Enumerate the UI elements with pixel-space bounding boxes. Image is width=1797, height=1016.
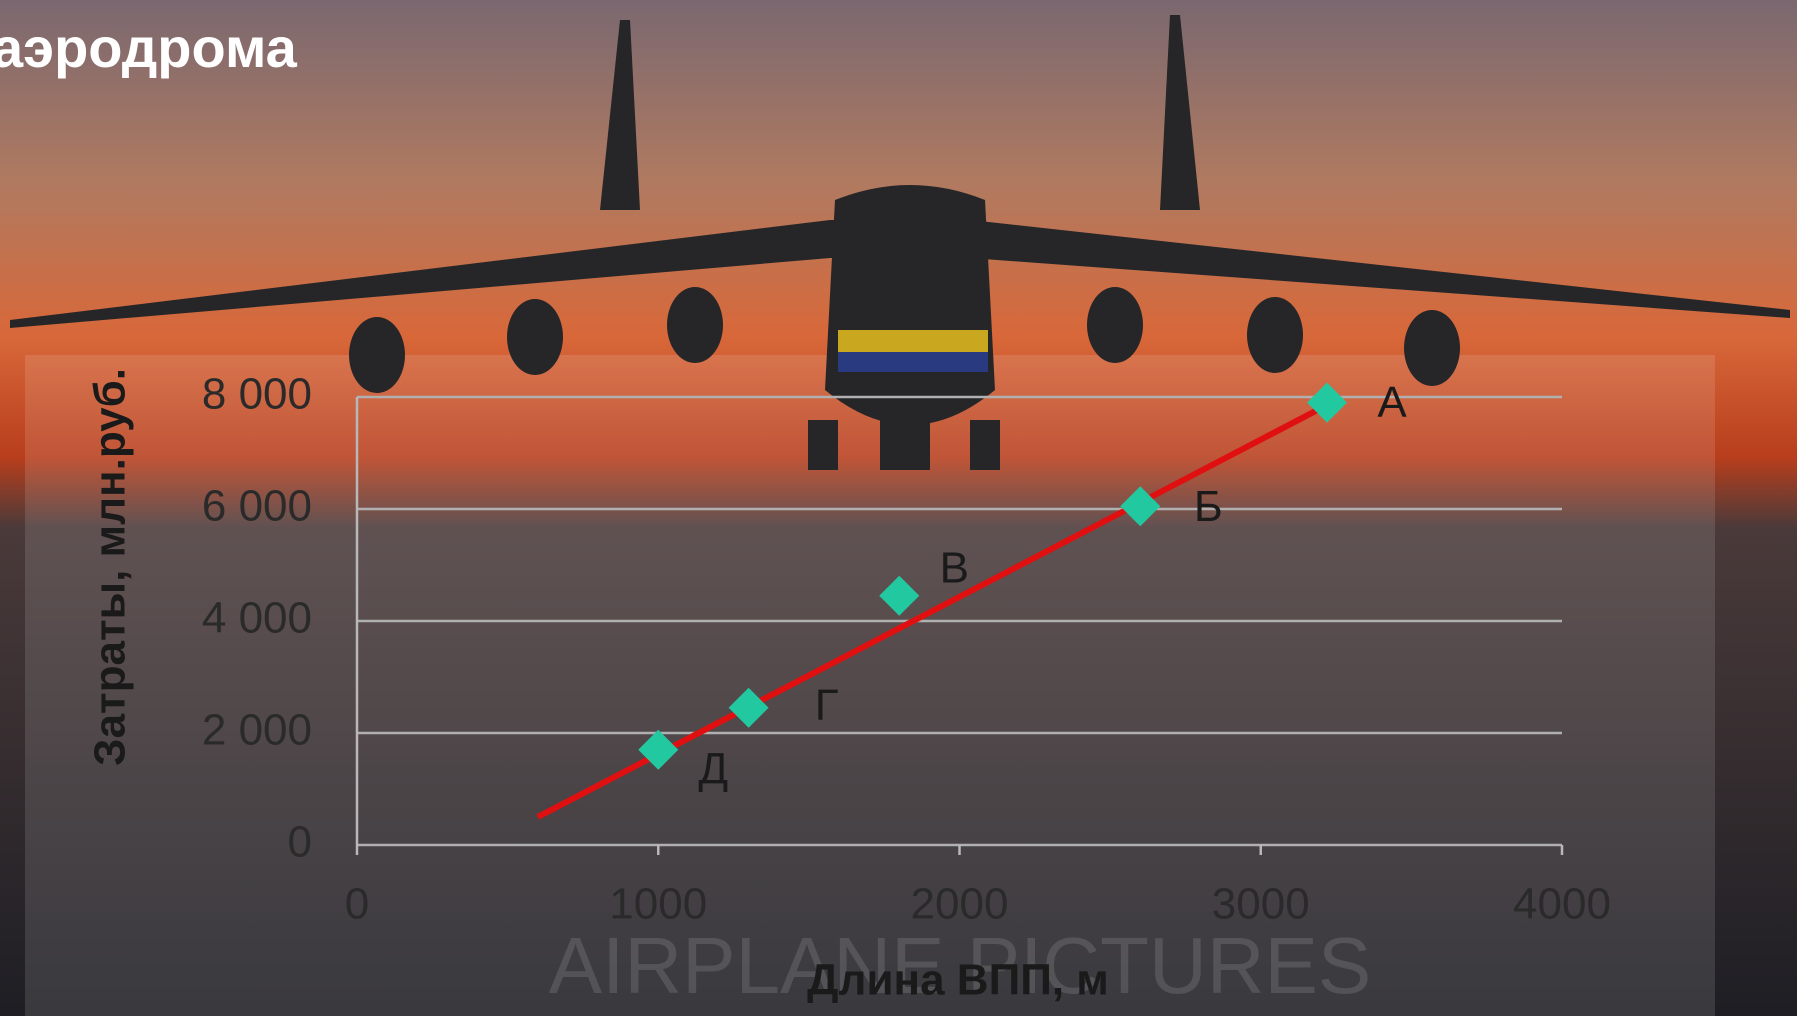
airplane (10, 15, 1790, 470)
x-tick-label: 0 (345, 880, 369, 929)
x-tick-label: 2000 (911, 880, 1009, 929)
point (1120, 486, 1161, 527)
y-tick-label: 0 (288, 818, 312, 867)
y-tick-label: 2 000 (202, 706, 312, 755)
point-label: В (940, 543, 969, 592)
chart: 0 2 000 4 000 6 000 8 000 0 1000 2000 3000 4000 Дл… (86, 368, 1611, 1005)
x-tick-label: 4000 (1513, 880, 1611, 929)
y-tick-label: 8 000 (202, 370, 312, 419)
chart-panel (25, 355, 1715, 1016)
point-label: Б (1194, 482, 1223, 531)
point (879, 575, 920, 616)
point-label: Д (698, 744, 728, 793)
y-tick-label: 4 000 (202, 594, 312, 643)
slide-title: аэродрома (0, 16, 298, 79)
x-axis-label: Длина ВПП, м (807, 956, 1109, 1005)
watermark: AIRPLANE PICTURES (549, 921, 1371, 1010)
point-label: А (1377, 378, 1407, 427)
point (1307, 382, 1348, 423)
x-tick-label: 3000 (1212, 880, 1310, 929)
x-tick-label: 1000 (609, 880, 707, 929)
point-label: Г (815, 680, 839, 729)
y-tick-label: 6 000 (202, 482, 312, 531)
point (638, 729, 679, 770)
y-axis-label: Затраты, млн.руб. (86, 368, 135, 766)
point (728, 687, 769, 728)
